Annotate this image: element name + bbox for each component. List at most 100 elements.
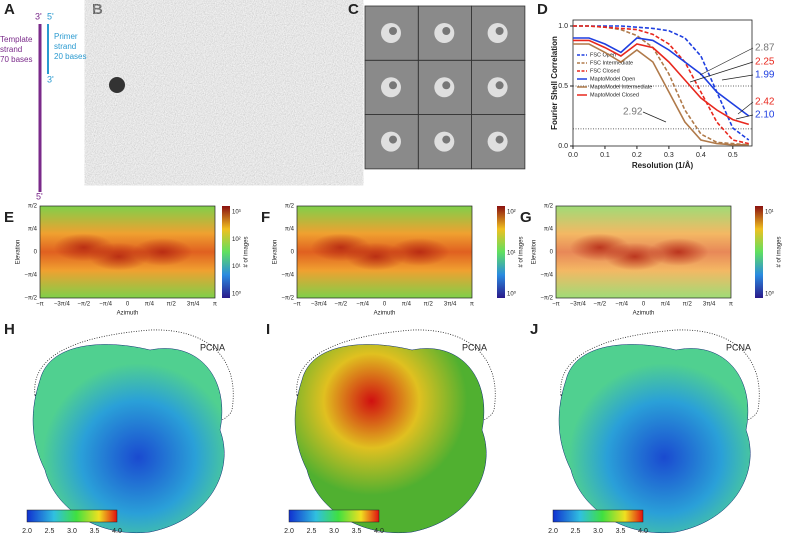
colorbar-tick: 2.0: [284, 528, 294, 535]
colorbar-tick: 10³: [232, 210, 241, 216]
y-tick-label: 0.5: [558, 83, 568, 90]
x-tick-label: 3π/4: [187, 302, 200, 308]
colorbar-tick: 3.5: [90, 528, 100, 535]
particle-core: [442, 135, 451, 144]
panel-label: J: [530, 321, 538, 338]
x-tick-label: 0.1: [600, 152, 610, 159]
map-colorbar: [552, 509, 644, 523]
template-top: 3': [35, 11, 42, 21]
x-tick-label: 0.4: [696, 152, 706, 159]
colorbar-tick: 3.5: [616, 528, 626, 535]
heatmaps: E −π −3π/4 −π/2 −π/4 0 π/4 π/2 3π/4 π π/2 π/4 0 −π/4 −…: [4, 204, 783, 317]
annotation-arrow: [737, 101, 754, 115]
y-tick-label: π/2: [544, 204, 554, 210]
y-tick-label: 1.0: [558, 23, 568, 30]
y-tick-label: −π/4: [281, 273, 294, 279]
particle-core: [495, 135, 504, 144]
x-tick-label: π/2: [424, 302, 434, 308]
legend-label: FSC Intermediate: [590, 60, 633, 66]
colorbar-label: # of images: [244, 236, 250, 267]
particle-core: [389, 135, 397, 144]
template-end: 5': [36, 191, 43, 201]
y-tick-label: −π/2: [540, 296, 553, 302]
map-colorbar: [288, 509, 380, 523]
x-axis-label: Azimuth: [633, 311, 655, 317]
annotation: 2.25: [755, 57, 775, 68]
annotation-arrow: [689, 61, 754, 83]
colorbar-tick: 10⁰: [507, 291, 517, 298]
colorbar-tick: 3.5: [352, 528, 362, 535]
plot-frame: [572, 19, 753, 147]
x-axis-label: Azimuth: [374, 311, 396, 317]
colorbar-tick: 2.0: [22, 528, 32, 535]
annotation-arrow: [721, 74, 754, 81]
x-tick-label: π/2: [167, 302, 177, 308]
primer-label: 20 bases: [54, 52, 86, 61]
particle-core: [495, 81, 504, 90]
x-tick-label: −π: [36, 302, 44, 308]
fsc-chart: 0.0 0.1 0.2 0.3 0.4 0.5 0.0 0.5 1.0 Resolution (1…: [550, 19, 775, 170]
colorbar-tick: 10¹: [232, 264, 241, 270]
density-maps: H PCNA 2.0 2.5 3.0 3.5 4.0 I PCNA 2.0 2.5 3.0 3.5 4.0…: [4, 321, 760, 535]
annotation-arrow: [735, 114, 754, 120]
x-tick-label: π/4: [402, 302, 412, 308]
annotation: PCNA: [726, 342, 751, 352]
legend-label: MaptoModel Open: [590, 76, 635, 82]
annotation: PCNA: [200, 342, 225, 352]
colorbar-label: # of images: [519, 236, 525, 267]
y-tick-label: −π/2: [281, 296, 294, 302]
x-tick-label: π/4: [661, 302, 671, 308]
y-tick-label: 0: [34, 250, 38, 256]
x-tick-label: π/4: [145, 302, 155, 308]
map-colorbar: [26, 509, 118, 523]
y-tick-label: −π/4: [24, 273, 37, 279]
colorbar-tick: 4.0: [638, 528, 648, 535]
primer-label: Primer: [54, 32, 78, 41]
fsc-line: [573, 43, 749, 146]
x-tick-label: 0.2: [632, 152, 642, 159]
x-tick-label: −π/2: [334, 302, 347, 308]
y-tick-label: π/2: [285, 204, 295, 210]
x-tick-label: 0.3: [664, 152, 674, 159]
x-tick-label: −π: [552, 302, 560, 308]
colorbar-tick: 3.0: [329, 528, 339, 535]
particle-core: [389, 81, 397, 90]
y-tick-label: π/4: [285, 227, 295, 233]
y-tick-label: −π/2: [24, 296, 37, 302]
legend-label: FSC Closed: [590, 68, 620, 74]
colorbar: [755, 206, 763, 298]
y-tick-label: −π/4: [540, 273, 553, 279]
y-tick-label: 0: [550, 250, 554, 256]
ice-contaminant: [109, 77, 125, 93]
colorbar-tick: 2.5: [571, 528, 581, 535]
x-tick-label: −π: [293, 302, 301, 308]
colorbar-tick: 3.0: [67, 528, 77, 535]
annotation-arrow: [642, 111, 667, 123]
density-map: [294, 344, 487, 534]
colorbar-tick: 10²: [507, 210, 516, 216]
heatmap-frame: [39, 205, 216, 299]
annotation: PCNA: [462, 342, 487, 352]
colorbar-tick: 2.5: [45, 528, 55, 535]
x-tick-label: −π/2: [593, 302, 606, 308]
colorbar-tick: 2.0: [548, 528, 558, 535]
micrograph: [108, 6, 340, 169]
panel-label: H: [4, 321, 15, 338]
panel-label: G: [520, 209, 532, 226]
x-tick-label: −3π/4: [54, 302, 71, 308]
legend-label: MaptoModel Closed: [590, 92, 639, 98]
colorbar-tick: 4.0: [374, 528, 384, 535]
panel-label: A: [4, 1, 15, 18]
panel-label: I: [266, 321, 270, 338]
colorbar-tick: 10²: [232, 237, 241, 243]
colorbar-tick: 10⁰: [232, 291, 242, 298]
heat-blob: [88, 242, 149, 271]
particle-core: [389, 27, 397, 35]
x-tick-label: −π/2: [77, 302, 90, 308]
colorbar-tick: 2.5: [307, 528, 317, 535]
colorbar: [497, 206, 505, 298]
class-cell: [471, 114, 526, 170]
heat-blob: [345, 242, 406, 271]
y-tick-label: π/4: [544, 227, 554, 233]
